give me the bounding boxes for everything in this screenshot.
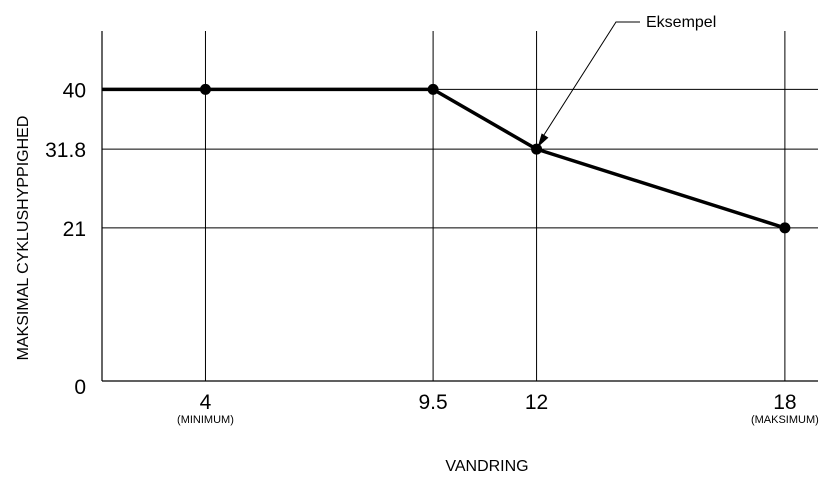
x-axis-label: VANDRING [445,458,528,475]
annotation-arrowhead [537,133,549,148]
data-point [427,83,439,95]
ticks: 0 21 31.8 40 4(MINIMUM) 9.5 12 18(MAKSIMUM) [45,79,819,426]
annotation-leader [542,21,640,138]
data-point [199,83,211,95]
x-tick-label: 12 [525,391,548,414]
y-tick-label: 0 [74,376,86,399]
y-tick-label: 21 [63,218,86,241]
annotation-group: Eksempel [537,14,716,148]
x-tick-sublabel: (MAKSIMUM) [751,414,819,426]
data-point [779,222,791,234]
x-tick-label: 18 [773,391,796,414]
y-tick-label: 40 [63,79,86,102]
series [102,83,791,234]
x-tick-label: 4 [200,391,212,414]
x-tick-label: 9.5 [418,391,447,414]
series-line [102,87,786,230]
data-point [531,143,543,155]
y-tick-label: 31.8 [45,139,86,162]
x-tick-sublabel: (MINIMUM) [177,414,234,426]
y-axis-label: MAKSIMAL CYKLUSHYPPIGHED [15,116,32,361]
annotation-label: Eksempel [646,14,716,31]
